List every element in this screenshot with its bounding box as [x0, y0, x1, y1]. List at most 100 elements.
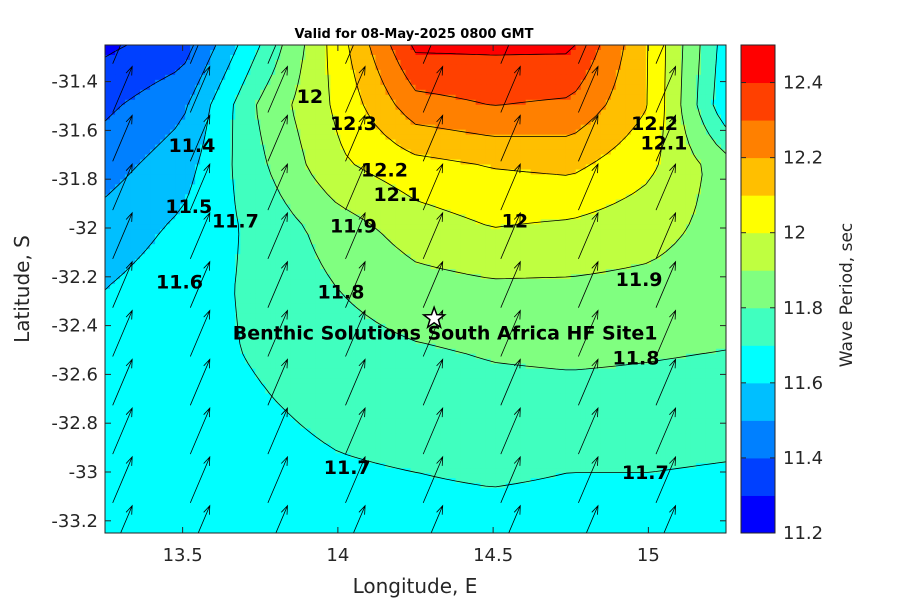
contour-cell	[550, 214, 557, 220]
contour-cell	[295, 224, 301, 230]
contour-cell	[305, 119, 311, 126]
contour-cell	[365, 79, 372, 86]
contour-cell	[545, 89, 552, 96]
contour-cell	[585, 224, 592, 230]
contour-cell	[115, 54, 121, 61]
contour-cell	[610, 54, 617, 61]
contour-cell	[625, 234, 632, 240]
contour-cell	[580, 174, 587, 181]
contour-cell	[255, 234, 261, 240]
contour-cell	[370, 169, 377, 176]
contour-cell	[155, 204, 161, 210]
contour-cell	[345, 174, 351, 181]
contour-cell	[555, 224, 562, 230]
contour-cell	[340, 94, 346, 101]
contour-cell	[450, 154, 457, 161]
contour-cell	[460, 149, 467, 156]
contour-cell	[410, 224, 417, 230]
contour-cell	[195, 229, 201, 235]
contour-cell	[575, 114, 582, 121]
contour-cell	[300, 74, 306, 81]
contour-cell	[295, 204, 301, 210]
contour-cell	[215, 74, 221, 81]
contour-cell	[670, 45, 677, 51]
contour-cell	[155, 229, 161, 235]
contour-cell	[205, 89, 211, 96]
contour-cell	[260, 94, 266, 101]
contour-cell	[595, 64, 602, 71]
contour-cell	[705, 189, 712, 195]
contour-cell	[350, 89, 357, 96]
contour-cell	[240, 214, 246, 220]
contour-cell	[490, 214, 497, 220]
contour-cell	[190, 154, 196, 161]
contour-cell	[715, 104, 722, 111]
contour-cell	[480, 139, 487, 146]
contour-cell	[610, 45, 617, 51]
contour-cell	[250, 179, 256, 186]
contour-cell	[420, 229, 427, 235]
contour-cell	[275, 174, 281, 181]
contour-cell	[135, 119, 141, 126]
contour-cell	[405, 234, 412, 240]
contour-cell	[110, 169, 116, 176]
contour-cell	[145, 119, 151, 126]
contour-cell	[665, 109, 672, 116]
contour-cell	[175, 229, 181, 235]
contour-cell	[565, 164, 572, 171]
contour-cell	[215, 224, 221, 230]
contour-cell	[460, 64, 467, 71]
contour-cell	[340, 134, 346, 141]
contour-cell	[300, 159, 306, 166]
contour-cell	[220, 99, 226, 106]
contour-cell	[170, 169, 176, 176]
contour-cell	[410, 64, 417, 71]
contour-cell	[625, 194, 632, 200]
contour-cell	[240, 99, 246, 106]
contour-cell	[230, 69, 236, 76]
contour-cell	[685, 179, 692, 186]
contour-cell	[455, 239, 462, 245]
contour-cell	[555, 189, 562, 195]
contour-cell	[415, 84, 422, 91]
contour-cell	[700, 184, 707, 191]
contour-cell	[355, 204, 362, 210]
contour-cell	[435, 64, 442, 71]
contour-cell	[535, 79, 542, 86]
contour-cell	[680, 139, 687, 146]
contour-cell	[610, 174, 617, 181]
contour-cell	[485, 99, 492, 106]
contour-cell	[355, 99, 362, 106]
contour-cell	[395, 234, 402, 240]
contour-cell	[270, 154, 276, 161]
contour-cell	[615, 184, 622, 191]
contour-cell	[505, 184, 512, 191]
contour-cell	[680, 194, 687, 200]
contour-cell	[305, 209, 311, 215]
contour-cell	[520, 79, 527, 86]
contour-cell	[405, 154, 412, 161]
contour-cell	[475, 169, 482, 176]
contour-cell	[260, 199, 266, 205]
contour-cell	[485, 199, 492, 205]
contour-cell	[165, 184, 171, 191]
contour-cell	[300, 45, 306, 51]
contour-cell	[710, 119, 717, 126]
contour-cell	[570, 134, 577, 141]
contour-cell	[665, 94, 672, 101]
contour-cell	[240, 134, 246, 141]
contour-cell	[260, 184, 266, 191]
contour-cell	[480, 159, 487, 166]
contour-cell	[470, 189, 477, 195]
contour-cell	[145, 229, 151, 235]
contour-cell	[535, 109, 542, 116]
contour-cell	[455, 219, 462, 225]
contour-cell	[140, 184, 146, 191]
contour-cell	[405, 189, 412, 195]
contour-cell	[705, 84, 712, 91]
contour-cell	[635, 134, 642, 141]
contour-cell	[265, 154, 271, 161]
contour-cell	[145, 45, 151, 51]
contour-cell	[490, 139, 497, 146]
contour-cell	[680, 164, 687, 171]
